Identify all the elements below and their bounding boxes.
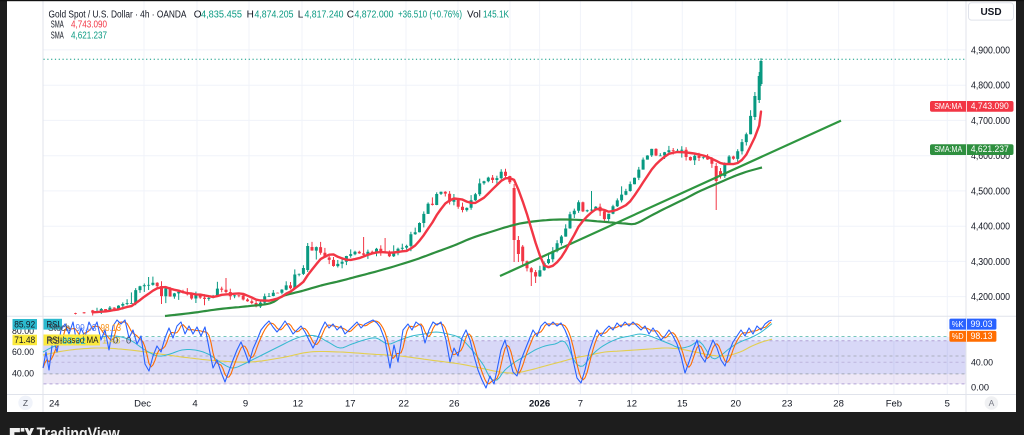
svg-text:RSI-based MA: RSI-based MA: [47, 335, 100, 345]
svg-text:4,874.205: 4,874.205: [255, 10, 294, 21]
svg-text:4,621.237: 4,621.237: [971, 144, 1009, 154]
svg-text:145.1K: 145.1K: [483, 10, 509, 21]
svg-text:2026: 2026: [529, 399, 550, 410]
svg-text:4,500.000: 4,500.000: [971, 186, 1010, 197]
svg-text:Feb: Feb: [886, 399, 902, 410]
svg-text:RSI: RSI: [47, 319, 60, 330]
svg-text:1.48: 1.48: [102, 336, 121, 347]
svg-text:4,200.000: 4,200.000: [971, 292, 1010, 303]
svg-text:4,600.000: 4,600.000: [971, 151, 1010, 162]
svg-text:40.00: 40.00: [12, 369, 34, 380]
svg-text:17: 17: [345, 399, 356, 410]
svg-text:4,743.090: 4,743.090: [971, 101, 1009, 111]
svg-text:4,400.000: 4,400.000: [971, 222, 1010, 233]
svg-text:RSI: RSI: [47, 336, 63, 347]
svg-text:71.48: 71.48: [14, 335, 35, 345]
svg-text:O: O: [194, 10, 202, 21]
svg-text:SMA: SMA: [51, 31, 64, 42]
svg-text:USD: USD: [980, 7, 1001, 18]
svg-text:4,300.000: 4,300.000: [971, 257, 1010, 268]
svg-text:4,900.000: 4,900.000: [971, 45, 1010, 56]
svg-text:4,817.240: 4,817.240: [305, 10, 344, 21]
svg-text:80.00: 80.00: [12, 326, 34, 337]
svg-text:SMA:MA: SMA:MA: [934, 144, 962, 154]
svg-text:%K: %K: [952, 319, 964, 329]
svg-text:12: 12: [293, 399, 304, 410]
svg-text:L: L: [298, 10, 304, 21]
svg-text:TradingView: TradingView: [37, 425, 120, 435]
svg-text:15: 15: [677, 399, 688, 410]
svg-text:Z: Z: [23, 398, 28, 408]
svg-text:0: 0: [113, 336, 118, 347]
svg-text:9: 9: [243, 399, 248, 410]
svg-text:7: 7: [578, 399, 583, 410]
svg-text:4,872.000: 4,872.000: [355, 10, 394, 21]
svg-text:0: 0: [126, 336, 131, 347]
svg-text:98.13: 98.13: [101, 323, 122, 334]
svg-text:20: 20: [730, 399, 741, 410]
svg-text:+36.510 (+0.76%): +36.510 (+0.76%): [398, 10, 462, 21]
svg-text:22: 22: [398, 399, 409, 410]
svg-text:26: 26: [449, 399, 460, 410]
svg-text:4,700.000: 4,700.000: [971, 116, 1010, 127]
svg-text:SMA:MA: SMA:MA: [934, 101, 962, 111]
svg-text:60.00: 60.00: [12, 347, 34, 358]
svg-text:%D: %D: [952, 331, 964, 341]
svg-text:99.03: 99.03: [971, 319, 993, 329]
svg-text:40.00: 40.00: [971, 358, 993, 369]
svg-text:4,743.090: 4,743.090: [71, 20, 107, 31]
svg-text:C: C: [347, 10, 354, 21]
svg-text:85.92: 85.92: [14, 319, 35, 329]
svg-text:5: 5: [945, 399, 950, 410]
svg-text:4,800.000: 4,800.000: [971, 81, 1010, 92]
svg-text:98.13: 98.13: [971, 331, 993, 341]
svg-text:Gold Spot / U.S. Dollar · 4h ·: Gold Spot / U.S. Dollar · 4h · OANDA: [49, 10, 187, 21]
svg-text:SMA: SMA: [51, 20, 64, 31]
svg-text:4,835.455: 4,835.455: [201, 10, 242, 21]
svg-text:A: A: [989, 398, 995, 408]
svg-text:Vol: Vol: [467, 10, 481, 21]
svg-text:Dec: Dec: [134, 399, 151, 410]
svg-text:H: H: [247, 10, 254, 21]
svg-text:4: 4: [192, 399, 197, 410]
svg-text:28: 28: [833, 399, 844, 410]
svg-text:24: 24: [49, 399, 60, 410]
svg-text:4,621.237: 4,621.237: [71, 31, 107, 42]
svg-text:Stoch: Stoch: [48, 323, 70, 334]
svg-text:12: 12: [627, 399, 638, 410]
svg-text:23: 23: [782, 399, 793, 410]
svg-text:0.00: 0.00: [971, 383, 989, 394]
svg-text:99.03: 99.03: [76, 323, 97, 334]
svg-text:85.92: 85.92: [62, 336, 86, 347]
